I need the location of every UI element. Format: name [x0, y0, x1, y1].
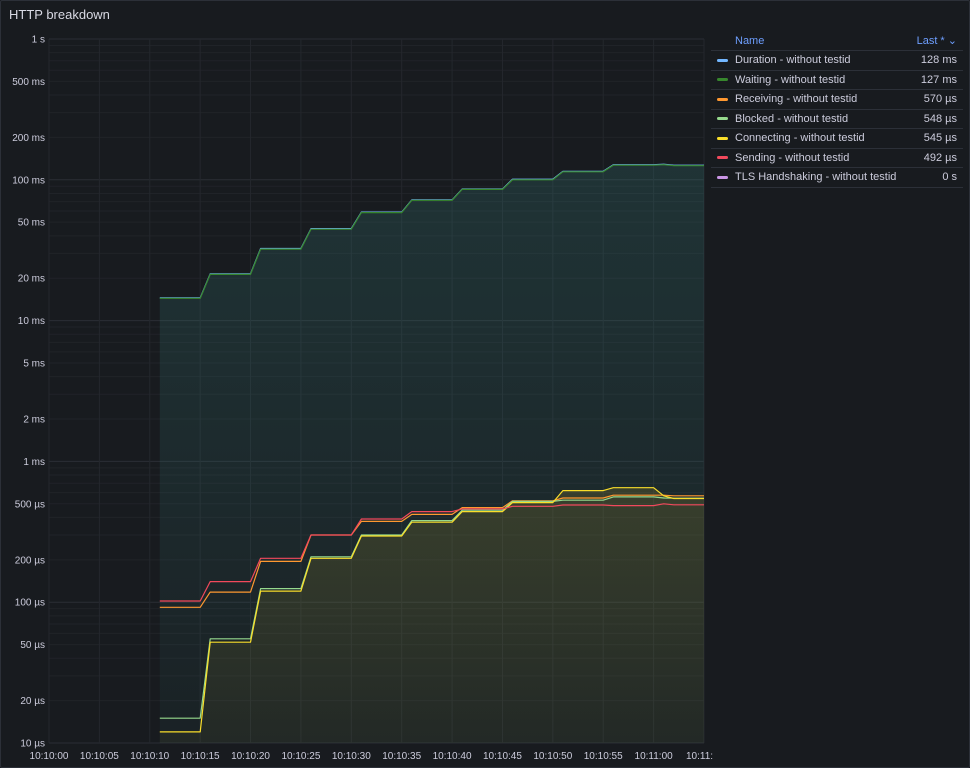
legend-item-value: 548 µs — [923, 112, 957, 125]
legend-item-name: Waiting - without testid — [735, 73, 846, 86]
legend-item-value: 0 s — [942, 171, 957, 184]
series-color-swatch — [717, 58, 728, 62]
series-color-swatch — [717, 136, 728, 140]
x-tick-label: 10:10:15 — [181, 751, 220, 762]
chevron-down-icon: ⌄ — [947, 35, 957, 47]
area-fills — [159, 164, 705, 743]
legend-item[interactable]: Sending - without testid 492 µs — [711, 149, 963, 168]
legend-item-value: 545 µs — [923, 132, 957, 145]
legend-item-value: 128 ms — [920, 54, 957, 67]
series-color-swatch — [717, 156, 728, 160]
legend-item[interactable]: Duration - without testid 128 ms — [711, 51, 963, 71]
x-tick-label: 10:10:35 — [382, 751, 421, 762]
legend-name-header[interactable]: Name — [735, 35, 765, 47]
x-axis: 10:10:00 10:10:05 10:10:10 10:10:15 10:10:20… — [30, 751, 714, 762]
y-tick-label: 500 µs — [15, 499, 45, 510]
series-line[interactable] — [159, 487, 704, 733]
x-tick-label: 10:10:30 — [332, 751, 371, 762]
legend-item-name: Duration - without testid — [735, 54, 851, 67]
x-tick-label: 10:10:20 — [231, 751, 270, 762]
y-tick-label: 200 ms — [12, 133, 45, 144]
x-tick-label: 10:10:55 — [584, 751, 623, 762]
x-tick-label: 10:10:50 — [533, 751, 572, 762]
panel-title[interactable]: HTTP breakdown — [9, 7, 110, 22]
series-lines — [159, 163, 704, 733]
legend-item-name: Connecting - without testid — [735, 132, 865, 145]
legend-item-value: 127 ms — [920, 73, 957, 86]
x-tick-label: 10:10:40 — [433, 751, 472, 762]
y-tick-label: 50 ms — [18, 218, 45, 229]
legend-item[interactable]: Connecting - without testid 545 µs — [711, 129, 963, 149]
legend-header: Name Last * ⌄ — [711, 32, 963, 51]
y-tick-label: 20 µs — [20, 696, 45, 707]
legend-rows: Duration - without testid 128 ms Waiting -… — [711, 51, 963, 188]
y-tick-label: 500 ms — [12, 77, 45, 88]
y-tick-label: 1 ms — [23, 457, 45, 468]
x-tick-label: 10:10:10 — [130, 751, 169, 762]
legend-item-name: Sending - without testid — [735, 151, 850, 164]
y-tick-label: 5 ms — [23, 358, 45, 369]
series-color-swatch — [717, 78, 728, 82]
x-tick-label: 10:10:05 — [80, 751, 119, 762]
x-tick-label: 10:11:00 — [635, 751, 674, 762]
x-tick-label: 10:11: — [686, 751, 713, 762]
legend-item-name: TLS Handshaking - without testid — [735, 171, 897, 184]
y-tick-label: 10 µs — [20, 739, 45, 750]
legend-item[interactable]: Waiting - without testid 127 ms — [711, 71, 963, 90]
y-tick-label: 20 ms — [18, 274, 45, 285]
legend: Name Last * ⌄ Duration - without testid 1… — [711, 32, 963, 188]
series-line[interactable] — [159, 164, 704, 299]
x-tick-label: 10:10:25 — [281, 751, 320, 762]
legend-item-name: Blocked - without testid — [735, 112, 849, 125]
legend-item-value: 492 µs — [923, 151, 957, 164]
y-tick-label: 10 ms — [18, 316, 45, 327]
legend-last-header[interactable]: Last * ⌄ — [916, 35, 957, 47]
y-tick-label: 50 µs — [20, 640, 45, 651]
y-tick-label: 2 ms — [23, 415, 45, 426]
legend-item[interactable]: Receiving - without testid 570 µs — [711, 90, 963, 110]
series-area — [159, 487, 705, 743]
series-color-swatch — [717, 175, 728, 179]
legend-item[interactable]: TLS Handshaking - without testid 0 s — [711, 168, 963, 188]
y-tick-label: 100 ms — [12, 175, 45, 186]
x-tick-label: 10:10:00 — [30, 751, 69, 762]
series-line[interactable] — [159, 494, 704, 608]
x-tick-label: 10:10:45 — [483, 751, 522, 762]
legend-item[interactable]: Blocked - without testid 548 µs — [711, 110, 963, 129]
legend-item-name: Receiving - without testid — [735, 93, 858, 106]
series-color-swatch — [717, 97, 728, 101]
y-tick-label: 1 s — [32, 35, 45, 46]
y-axis: 1 s 500 ms 200 ms 100 ms 50 ms 20 ms 10 ms 5 ms… — [12, 35, 45, 750]
series-color-swatch — [717, 117, 728, 121]
y-tick-label: 200 µs — [15, 555, 45, 566]
legend-item-value: 570 µs — [923, 93, 957, 106]
y-tick-label: 100 µs — [15, 598, 45, 609]
series-line[interactable] — [159, 503, 704, 602]
